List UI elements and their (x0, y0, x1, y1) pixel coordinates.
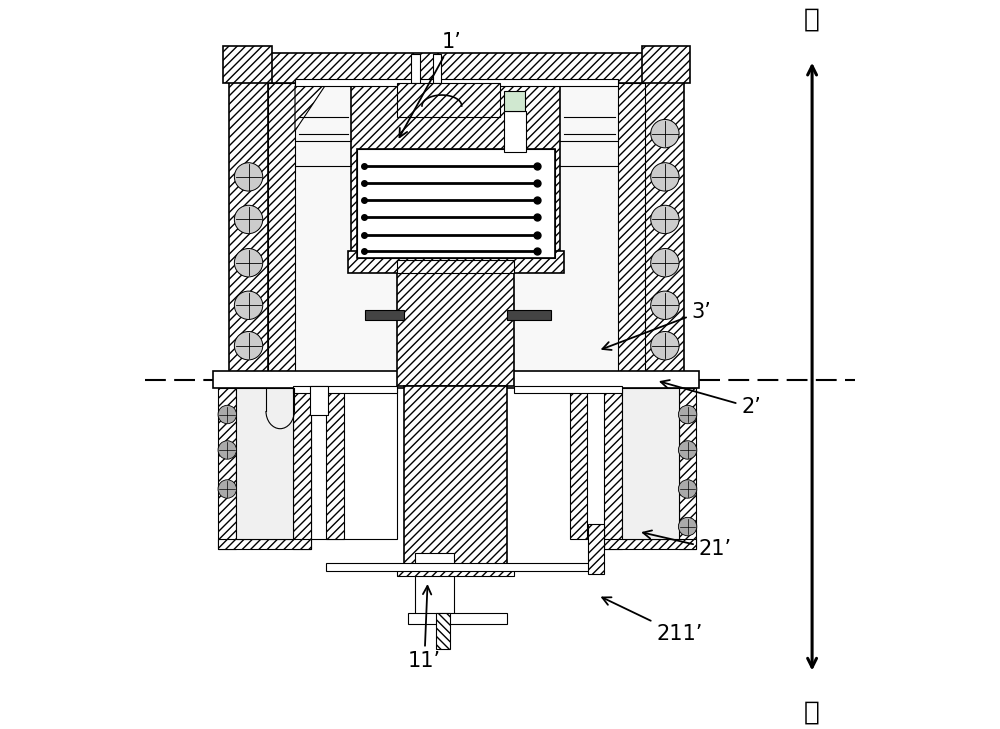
Bar (604, 388, 622, 549)
Bar (218, 539, 311, 549)
Circle shape (234, 206, 263, 233)
Bar (411, 54, 420, 82)
Text: 11’: 11’ (408, 586, 441, 671)
Bar (357, 149, 555, 259)
Circle shape (218, 480, 236, 498)
Bar (326, 564, 589, 571)
Bar (229, 52, 684, 82)
Bar (311, 388, 397, 539)
Circle shape (218, 441, 236, 459)
Bar (604, 539, 696, 549)
Polygon shape (642, 46, 690, 82)
Circle shape (234, 249, 263, 277)
Circle shape (651, 163, 679, 191)
Bar (588, 524, 604, 574)
Bar (351, 82, 560, 262)
Bar (436, 613, 450, 649)
Bar (310, 386, 328, 415)
Bar (293, 388, 311, 549)
Text: 3’: 3’ (602, 302, 711, 350)
Bar (365, 311, 404, 320)
Bar (679, 388, 696, 549)
Bar (293, 386, 397, 393)
Circle shape (678, 480, 697, 498)
Polygon shape (295, 86, 325, 130)
Bar (514, 386, 622, 393)
Bar (622, 388, 679, 539)
Bar (570, 388, 587, 539)
Text: 顶: 顶 (804, 7, 820, 33)
Circle shape (678, 518, 697, 536)
Bar (229, 52, 268, 386)
Bar (404, 386, 507, 574)
Text: 底: 底 (804, 700, 820, 725)
Bar (268, 82, 295, 383)
Bar (618, 82, 645, 383)
Bar (507, 311, 551, 320)
Polygon shape (223, 46, 272, 82)
Circle shape (234, 291, 263, 319)
Circle shape (678, 405, 697, 424)
Circle shape (651, 332, 679, 360)
Circle shape (678, 441, 697, 459)
Bar (357, 149, 555, 259)
Bar (415, 553, 454, 617)
Bar (397, 260, 514, 273)
Text: 211’: 211’ (602, 597, 702, 644)
Bar (433, 54, 441, 82)
Circle shape (651, 249, 679, 277)
Bar (236, 388, 293, 539)
Bar (397, 82, 500, 117)
Bar (326, 388, 344, 539)
Circle shape (234, 332, 263, 360)
Circle shape (234, 163, 263, 191)
Bar (397, 569, 514, 576)
Text: 2’: 2’ (661, 380, 761, 418)
Bar (218, 388, 236, 549)
Bar (397, 262, 514, 386)
Text: 21’: 21’ (643, 531, 732, 559)
Bar (504, 111, 526, 152)
Bar (504, 91, 525, 111)
Bar (408, 613, 507, 624)
Text: 1’: 1’ (399, 32, 462, 137)
Circle shape (218, 405, 236, 424)
Circle shape (651, 206, 679, 233)
Bar (348, 252, 564, 273)
Circle shape (651, 120, 679, 148)
Bar (295, 79, 618, 86)
Bar (268, 82, 645, 386)
Circle shape (651, 291, 679, 319)
Bar (645, 52, 684, 386)
Bar (213, 370, 699, 388)
